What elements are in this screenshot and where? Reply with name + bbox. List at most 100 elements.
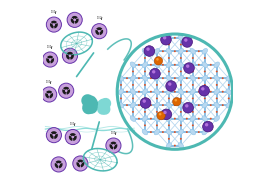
Wedge shape [50,134,54,139]
Ellipse shape [190,116,196,121]
Circle shape [73,156,88,171]
Circle shape [138,91,140,93]
Circle shape [150,91,152,93]
Ellipse shape [166,129,172,135]
Circle shape [180,111,182,113]
Text: $^{131}$I: $^{131}$I [46,78,54,88]
Ellipse shape [154,129,160,135]
Circle shape [180,84,182,86]
Circle shape [180,98,182,99]
Ellipse shape [154,49,160,54]
Circle shape [154,57,163,65]
Circle shape [132,111,134,113]
Ellipse shape [166,75,172,81]
Wedge shape [66,54,70,60]
Circle shape [204,124,206,126]
Circle shape [159,113,161,115]
Circle shape [144,46,155,56]
Circle shape [98,30,100,32]
Circle shape [150,104,152,106]
Circle shape [192,57,194,59]
Ellipse shape [178,102,184,108]
Ellipse shape [154,75,160,81]
Circle shape [144,57,146,59]
Ellipse shape [190,89,196,94]
Circle shape [228,84,230,86]
Wedge shape [110,142,116,145]
Circle shape [174,50,176,52]
Circle shape [192,124,194,126]
Circle shape [168,111,170,113]
Circle shape [46,17,62,32]
Circle shape [174,131,176,133]
Ellipse shape [142,49,148,54]
Circle shape [182,37,192,47]
Circle shape [156,98,158,99]
Circle shape [216,111,218,113]
Ellipse shape [166,116,172,121]
Ellipse shape [142,116,148,121]
Circle shape [53,134,55,136]
Circle shape [180,124,182,126]
Circle shape [186,50,188,52]
Ellipse shape [226,89,232,94]
Circle shape [216,70,218,72]
Circle shape [210,104,212,106]
Circle shape [150,118,152,119]
Wedge shape [75,18,79,24]
Circle shape [222,77,224,79]
Ellipse shape [142,129,148,135]
Wedge shape [110,144,113,149]
Ellipse shape [190,49,196,54]
Circle shape [162,77,164,79]
Ellipse shape [130,89,136,94]
Circle shape [210,64,212,66]
Circle shape [216,84,218,86]
Ellipse shape [226,102,232,108]
Circle shape [138,77,140,79]
Circle shape [205,123,208,126]
Ellipse shape [166,102,172,108]
Wedge shape [71,18,75,24]
Circle shape [162,50,164,52]
Circle shape [180,44,182,46]
Circle shape [48,93,50,96]
Circle shape [162,91,164,93]
Wedge shape [70,54,74,60]
Circle shape [156,111,158,113]
Circle shape [161,34,171,45]
Wedge shape [59,163,63,168]
Ellipse shape [202,102,208,108]
Ellipse shape [178,89,184,94]
Circle shape [46,128,62,143]
Ellipse shape [190,75,196,81]
Circle shape [144,98,146,99]
Circle shape [65,129,80,145]
Circle shape [144,70,146,72]
Circle shape [180,57,182,59]
Wedge shape [49,93,53,98]
Ellipse shape [178,49,184,54]
Circle shape [204,84,206,86]
Wedge shape [114,144,117,149]
Circle shape [198,50,200,52]
Circle shape [216,98,218,99]
Circle shape [210,91,212,93]
Wedge shape [69,136,73,141]
Circle shape [152,70,155,74]
Circle shape [192,84,194,86]
Wedge shape [51,21,57,24]
Circle shape [168,44,170,46]
Circle shape [138,104,140,106]
Ellipse shape [226,75,232,81]
Circle shape [210,77,212,79]
Ellipse shape [118,89,124,94]
Circle shape [180,70,182,72]
Ellipse shape [190,129,196,135]
Circle shape [186,118,188,119]
Circle shape [198,118,200,119]
Circle shape [174,64,176,66]
Circle shape [138,64,140,66]
Circle shape [186,77,188,79]
Wedge shape [62,89,66,95]
